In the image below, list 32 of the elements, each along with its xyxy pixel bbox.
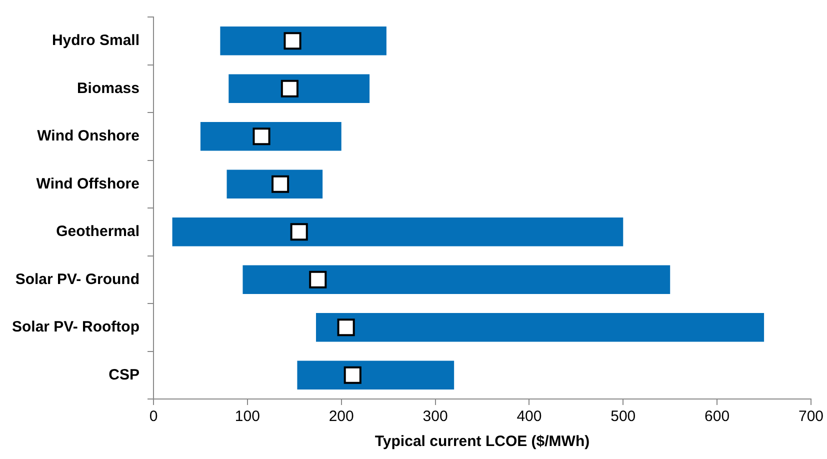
y-tick-label: CSP [108, 366, 140, 384]
x-tick-label: 200 [328, 408, 354, 426]
y-tick-label: Solar PV- Ground [15, 270, 140, 288]
point [284, 32, 302, 50]
point [272, 175, 290, 193]
y-tick-label: Solar PV- Rooftop [12, 318, 140, 336]
point [344, 366, 362, 384]
x-tick-label: 300 [422, 408, 448, 426]
point [309, 270, 327, 288]
x-axis-title: Typical current LCOE ($/MWh) [374, 433, 590, 450]
x-tick-label: 700 [798, 408, 824, 426]
bar [242, 265, 670, 294]
bar [220, 26, 386, 56]
bar [297, 360, 454, 390]
bar [200, 122, 342, 151]
y-tick-label: Geothermal [56, 223, 140, 240]
bar [172, 218, 624, 246]
point [252, 128, 270, 146]
bar [316, 313, 764, 342]
y-tick-label: Wind Offshore [36, 175, 140, 192]
point [337, 318, 355, 336]
x-tick-label: 500 [610, 408, 636, 426]
x-tick-label: 600 [704, 408, 730, 426]
point [290, 223, 308, 241]
x-tick-label: 0 [149, 408, 158, 426]
y-tick-label: Hydro Small [52, 32, 140, 50]
x-tick-label: 100 [234, 408, 260, 426]
x-tick-label: 400 [516, 408, 542, 426]
y-tick-label: Biomass [76, 80, 140, 97]
y-tick-label: Wind Onshore [37, 128, 140, 145]
point [280, 80, 298, 98]
bar [228, 74, 370, 103]
